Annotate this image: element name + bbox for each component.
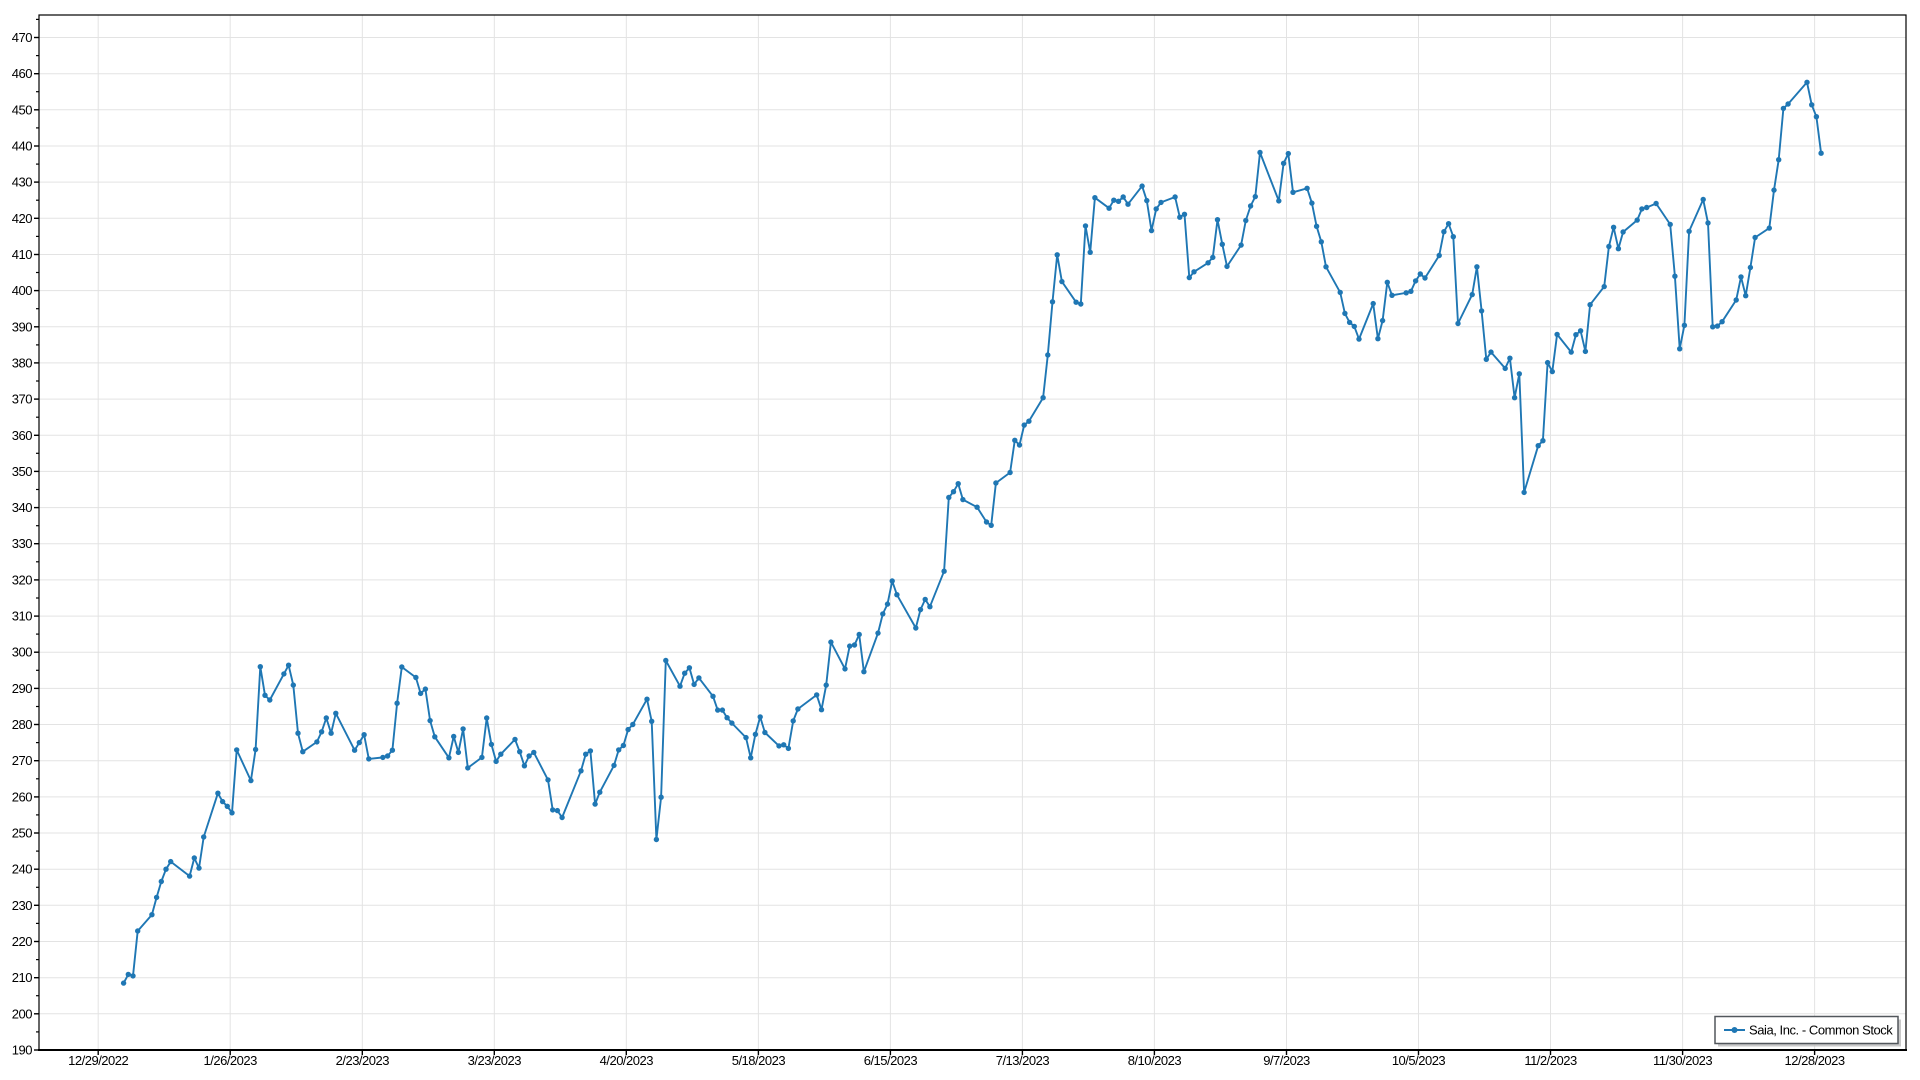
svg-text:380: 380 [12,355,32,370]
svg-text:3/23/2023: 3/23/2023 [468,1053,522,1068]
svg-text:350: 350 [12,464,32,479]
svg-text:220: 220 [12,934,32,949]
svg-text:200: 200 [12,1006,32,1021]
svg-text:400: 400 [12,283,32,298]
svg-text:11/30/2023: 11/30/2023 [1653,1053,1712,1068]
svg-text:300: 300 [12,645,32,660]
svg-text:12/29/2022: 12/29/2022 [68,1053,128,1068]
svg-text:340: 340 [12,500,32,515]
svg-text:450: 450 [12,102,32,117]
svg-text:9/7/2023: 9/7/2023 [1263,1053,1310,1068]
svg-text:10/5/2023: 10/5/2023 [1392,1053,1446,1068]
svg-text:360: 360 [12,428,32,443]
svg-text:5/18/2023: 5/18/2023 [732,1053,786,1068]
svg-text:11/2/2023: 11/2/2023 [1524,1053,1577,1068]
svg-text:460: 460 [12,66,32,81]
svg-text:210: 210 [12,970,32,985]
svg-text:390: 390 [12,319,32,334]
svg-text:7/13/2023: 7/13/2023 [996,1053,1050,1068]
svg-text:2/23/2023: 2/23/2023 [336,1053,390,1068]
svg-text:320: 320 [12,572,32,587]
svg-text:290: 290 [12,681,32,696]
svg-text:Saia, Inc. - Common Stock: Saia, Inc. - Common Stock [1749,1023,1893,1038]
svg-text:310: 310 [12,609,32,624]
svg-text:8/10/2023: 8/10/2023 [1128,1053,1182,1068]
svg-text:190: 190 [12,1043,32,1058]
svg-text:280: 280 [12,717,32,732]
svg-text:260: 260 [12,789,32,804]
svg-text:370: 370 [12,392,32,407]
svg-text:4/20/2023: 4/20/2023 [600,1053,654,1068]
svg-text:250: 250 [12,826,32,841]
svg-text:330: 330 [12,536,32,551]
svg-text:270: 270 [12,753,32,768]
svg-text:470: 470 [12,30,32,45]
svg-text:240: 240 [12,862,32,877]
svg-text:6/15/2023: 6/15/2023 [864,1053,918,1068]
svg-text:410: 410 [12,247,32,262]
svg-text:440: 440 [12,139,32,154]
svg-text:12/28/2023: 12/28/2023 [1785,1053,1845,1068]
svg-text:430: 430 [12,175,32,190]
svg-text:1/26/2023: 1/26/2023 [204,1053,258,1068]
svg-text:230: 230 [12,898,32,913]
svg-text:420: 420 [12,211,32,226]
